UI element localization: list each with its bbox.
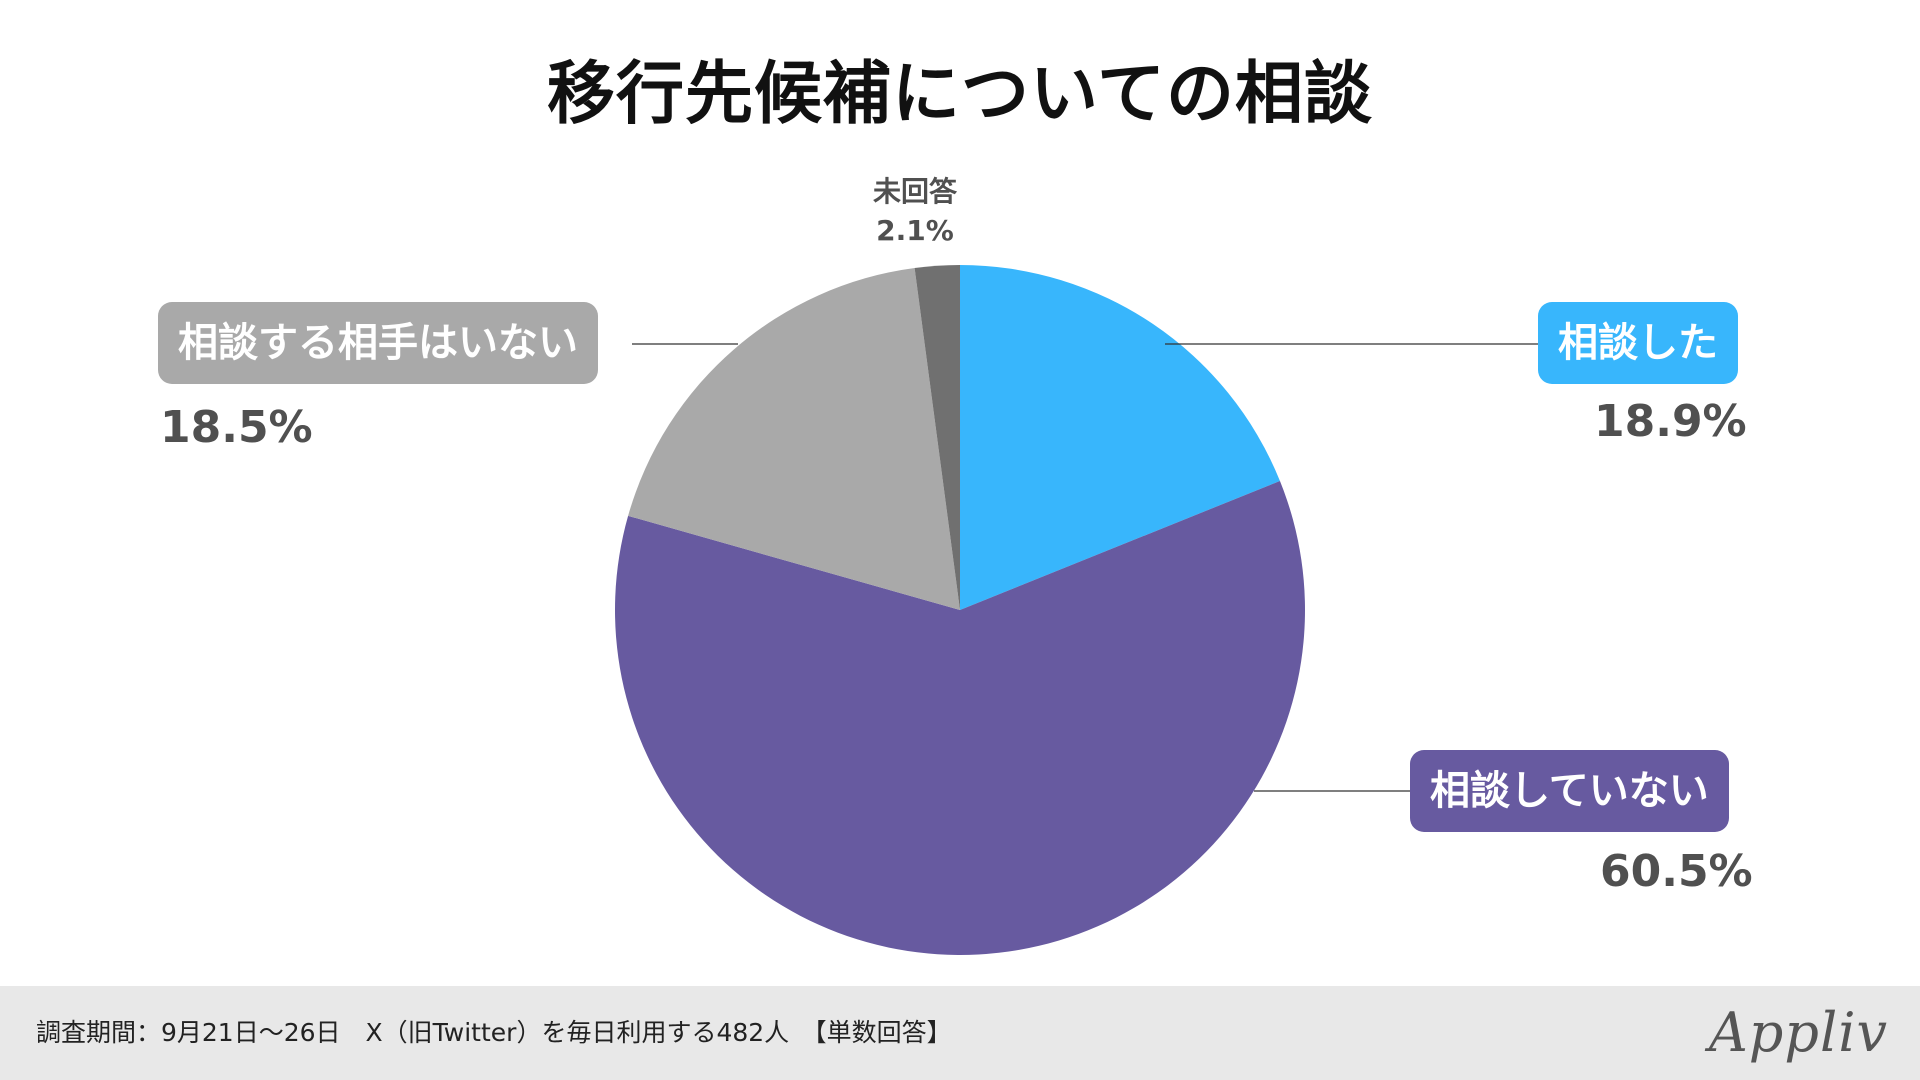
pie-slice-not-consulted bbox=[615, 480, 1306, 955]
slice-value-consulted: 18.9% bbox=[1594, 396, 1747, 447]
survey-note: 調査期間：9月21日〜26日 X（旧Twitter）を毎日利用する482人 【単… bbox=[36, 1018, 952, 1047]
slice-value-no-one-to-consult: 18.5% bbox=[160, 402, 313, 453]
slice-label-not-consulted: 相談していない bbox=[1410, 750, 1729, 832]
slice-value-no-answer: 2.1% bbox=[876, 214, 954, 247]
slice-value-not-consulted: 60.5% bbox=[1600, 846, 1753, 897]
pie-slice-consulted bbox=[960, 265, 1280, 610]
slice-label-no-one-to-consult: 相談する相手はいない bbox=[158, 302, 598, 384]
pie-slice-no-one-to-consult bbox=[628, 268, 960, 610]
pie-slice-no-answer bbox=[914, 265, 960, 610]
chart-title: 移行先候補についての相談 bbox=[547, 55, 1373, 134]
footer-bar: 調査期間：9月21日〜26日 X（旧Twitter）を毎日利用する482人 【単… bbox=[0, 986, 1920, 1080]
appliv-logo: Appliv bbox=[1708, 1001, 1888, 1064]
slice-label-no-answer: 未回答 bbox=[872, 175, 957, 208]
slice-label-consulted: 相談した bbox=[1538, 302, 1738, 384]
